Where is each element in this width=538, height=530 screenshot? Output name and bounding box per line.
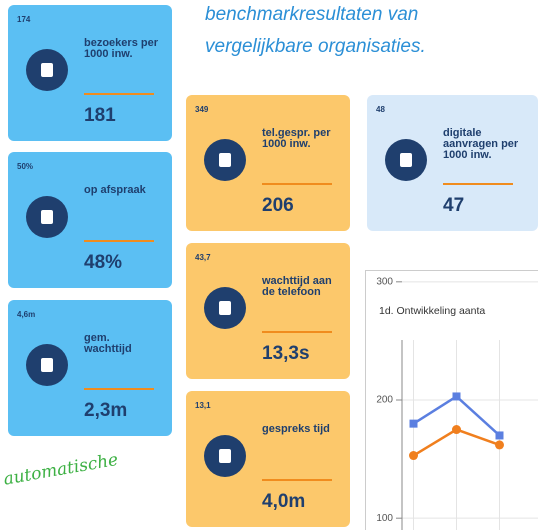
- benchmark: 50%: [17, 162, 34, 171]
- divider: [262, 331, 332, 333]
- icon: [26, 344, 68, 386]
- value: 4,0m: [262, 491, 306, 512]
- icon: [26, 49, 68, 91]
- label: tel.gespr. per 1000 inw.: [262, 127, 331, 150]
- divider: [84, 240, 154, 242]
- benchmark: 4,6m: [17, 310, 36, 319]
- icon-glyph: [41, 358, 53, 372]
- point: [452, 392, 461, 401]
- icon-glyph: [219, 301, 231, 315]
- tile: 13,1 gespreks tijd 4,0m: [186, 391, 350, 527]
- label: gem. wachttijd: [84, 332, 132, 355]
- divider: [443, 183, 513, 185]
- value: 47: [443, 195, 465, 216]
- value: 13,3s: [262, 343, 310, 364]
- tile: 48 digitale aanvragen per 1000 inw. 47: [367, 95, 538, 231]
- tile: 43,7 wachttijd aan de telefoon 13,3s: [186, 243, 350, 379]
- benchmark: 43,7: [195, 253, 211, 262]
- benchmark: 13,1: [195, 401, 211, 410]
- value: 206: [262, 195, 294, 216]
- tile: 50% op afspraak 48%: [8, 152, 172, 288]
- icon-glyph: [400, 153, 412, 167]
- value: 48%: [84, 252, 123, 273]
- point: [409, 451, 418, 461]
- y-tick-label: 300: [376, 276, 393, 287]
- icon: [204, 139, 246, 181]
- icon-glyph: [41, 210, 53, 224]
- intro-line: benchmarkresultaten van: [205, 4, 419, 25]
- divider: [84, 388, 154, 390]
- label: gespreks tijd: [262, 423, 330, 435]
- icon: [26, 196, 68, 238]
- label: op afspraak: [84, 184, 146, 196]
- tile: 349 tel.gespr. per 1000 inw. 206: [186, 95, 350, 231]
- label: bezoekers per 1000 inw.: [84, 37, 158, 60]
- divider: [262, 183, 332, 185]
- handwriting: automatische: [2, 449, 120, 490]
- icon-glyph: [219, 449, 231, 463]
- icon-glyph: [41, 63, 53, 77]
- point: [452, 425, 461, 435]
- chart: 1d. Ontwikkeling aanta 100 200 300: [365, 270, 538, 530]
- tile: 4,6m gem. wachttijd 2,3m: [8, 300, 172, 436]
- icon-glyph: [219, 153, 231, 167]
- icon: [385, 139, 427, 181]
- label: digitale aanvragen per 1000 inw.: [443, 127, 519, 161]
- point: [495, 431, 504, 440]
- intro-line: vergelijkbare organisaties.: [205, 36, 426, 57]
- benchmark: 48: [376, 105, 385, 114]
- tile: 174 bezoekers per 1000 inw. 181: [8, 5, 172, 141]
- point: [495, 440, 504, 450]
- divider: [84, 93, 154, 95]
- divider: [262, 479, 332, 481]
- value: 181: [84, 105, 116, 126]
- icon: [204, 287, 246, 329]
- chart-title: 1d. Ontwikkeling aanta: [379, 305, 485, 317]
- y-tick-label: 200: [376, 395, 393, 406]
- point: [409, 419, 418, 428]
- benchmark: 349: [195, 105, 209, 114]
- label: wachttijd aan de telefoon: [262, 275, 332, 298]
- value: 2,3m: [84, 400, 128, 421]
- y-tick-label: 100: [376, 513, 393, 524]
- benchmark: 174: [17, 15, 31, 24]
- icon: [204, 435, 246, 477]
